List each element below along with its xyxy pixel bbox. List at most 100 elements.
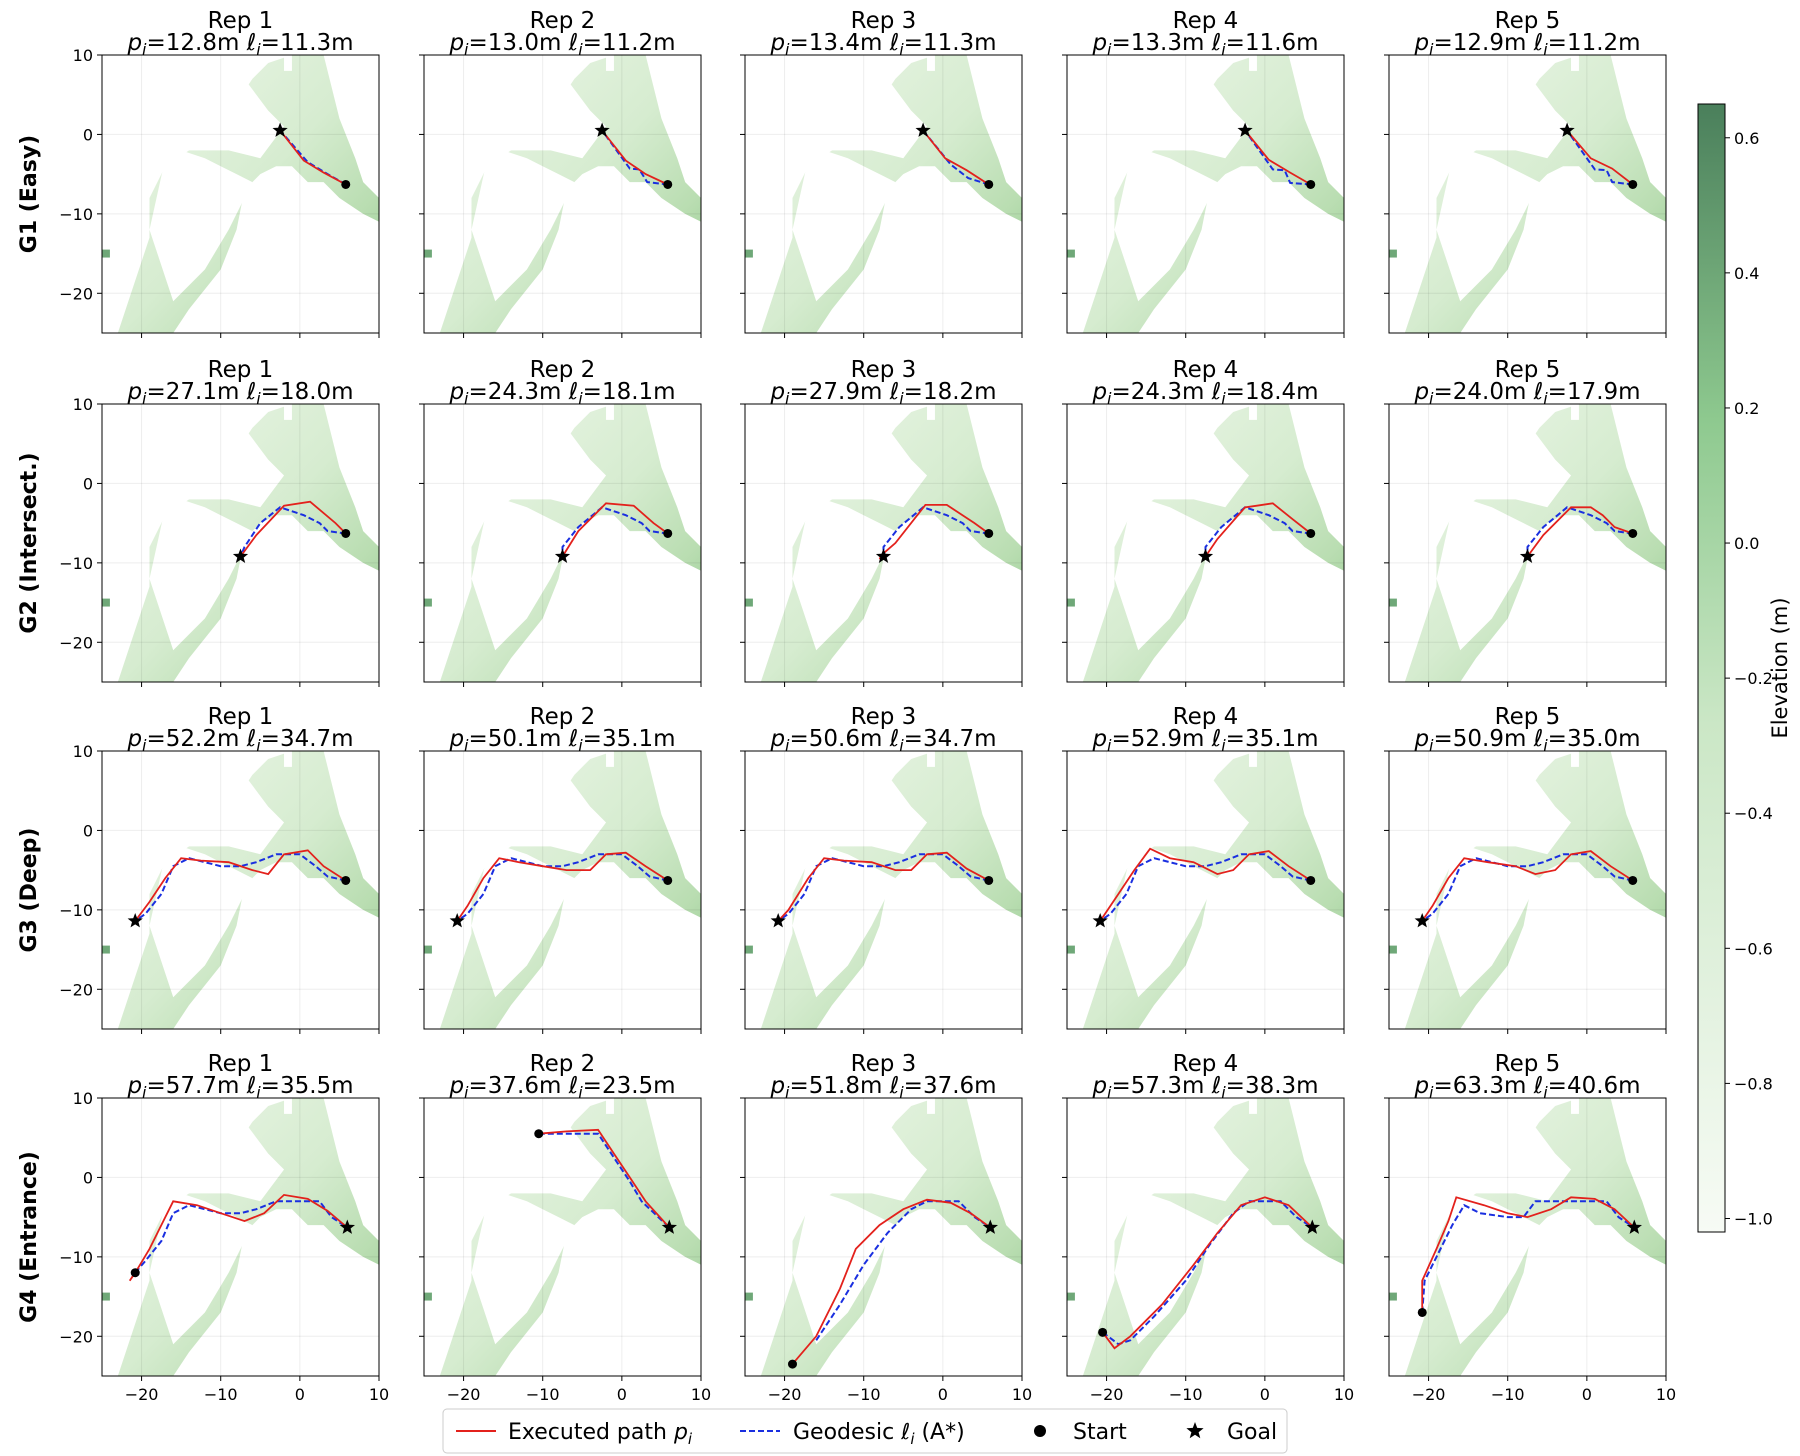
title-l-symbol: ℓ bbox=[889, 30, 900, 56]
panel-title-lengths: pi=57.3m ℓi=38.3m bbox=[1091, 1073, 1318, 1102]
x-tick-label: −20 bbox=[1090, 1385, 1124, 1404]
elevation-map bbox=[1067, 404, 1344, 682]
panel-g1-rep2: Rep 2pi=13.0m ℓi=11.2m bbox=[419, 8, 702, 338]
terrain-shape bbox=[1389, 55, 1666, 333]
title-l-sub: i bbox=[256, 736, 261, 755]
panel-title-lengths: pi=52.2m ℓi=34.7m bbox=[126, 726, 353, 755]
x-tick-label: 0 bbox=[938, 1385, 948, 1404]
title-l-value: =35.1m bbox=[1226, 726, 1319, 752]
title-p-value: =13.0m bbox=[469, 30, 569, 56]
legend-geodesic-post: (A*) bbox=[914, 1420, 964, 1445]
title-l-symbol: ℓ bbox=[568, 30, 579, 56]
goal-marker bbox=[127, 913, 143, 928]
title-p-symbol: p bbox=[1413, 30, 1429, 56]
terrain-shape bbox=[102, 751, 379, 1029]
title-l-symbol: ℓ bbox=[568, 379, 579, 405]
panel-title-lengths: pi=27.9m ℓi=18.2m bbox=[769, 379, 996, 408]
start-marker bbox=[1306, 875, 1316, 885]
y-tick-label: 0 bbox=[83, 1168, 93, 1187]
x-tick-label: −10 bbox=[1491, 1385, 1525, 1404]
title-p-sub: i bbox=[1429, 389, 1434, 408]
title-p-sub: i bbox=[1429, 1083, 1434, 1102]
title-l-sub: i bbox=[256, 1083, 261, 1102]
x-tick-label: −10 bbox=[526, 1385, 560, 1404]
title-p-symbol: p bbox=[1091, 30, 1107, 56]
title-l-value: =35.5m bbox=[261, 1073, 354, 1099]
colorbar-tick-label: 0.4 bbox=[1734, 264, 1759, 283]
elevation-map bbox=[1067, 1098, 1344, 1376]
colorbar-tick-label: −1.0 bbox=[1734, 1209, 1773, 1228]
start-marker bbox=[663, 528, 673, 538]
colorbar-tick-label: 0.0 bbox=[1734, 534, 1759, 553]
title-p-value: =12.9m bbox=[1434, 30, 1534, 56]
elevation-map bbox=[424, 1098, 701, 1376]
x-tick-label: 10 bbox=[691, 1385, 711, 1404]
row-label-g2: G2 (Intersect.) bbox=[17, 452, 42, 633]
panel-title-rep: Rep 3 bbox=[851, 357, 917, 383]
x-tick-label: 0 bbox=[1582, 1385, 1592, 1404]
executed-path bbox=[456, 851, 669, 922]
start-marker bbox=[534, 1129, 544, 1139]
title-p-sub: i bbox=[142, 736, 147, 755]
goal-marker bbox=[1237, 122, 1253, 137]
executed-path bbox=[1526, 506, 1634, 558]
colorbar-label: Elevation (m) bbox=[1768, 597, 1792, 738]
goal-marker bbox=[1626, 1219, 1642, 1234]
legend-start-label: Start bbox=[1073, 1420, 1127, 1445]
axes-frame bbox=[101, 54, 380, 334]
title-l-sub: i bbox=[899, 736, 904, 755]
panel-title-rep: Rep 1 bbox=[208, 8, 274, 34]
title-p-sub: i bbox=[1429, 40, 1434, 59]
title-p-sub: i bbox=[1107, 40, 1112, 59]
goal-marker bbox=[1197, 548, 1214, 563]
x-tick-label: 0 bbox=[617, 1385, 627, 1404]
panel-title-lengths: pi=27.1m ℓi=18.0m bbox=[126, 379, 353, 408]
panel-title-rep: Rep 5 bbox=[1495, 8, 1561, 34]
executed-path bbox=[561, 502, 669, 557]
panel-title-rep: Rep 5 bbox=[1495, 704, 1561, 730]
goal-marker bbox=[272, 122, 288, 137]
geodesic-path bbox=[134, 1200, 348, 1274]
panel-g2-rep2: Rep 2pi=24.3m ℓi=18.1m bbox=[419, 357, 702, 687]
panel-title-lengths: pi=13.3m ℓi=11.6m bbox=[1091, 30, 1318, 59]
panel-title-rep: Rep 4 bbox=[1173, 357, 1239, 383]
terrain-shape bbox=[424, 1098, 701, 1376]
row-label-g4: G4 (Entrance) bbox=[17, 1151, 42, 1323]
terrain-shape bbox=[1389, 404, 1666, 682]
title-p-symbol: p bbox=[126, 1073, 142, 1099]
title-l-value: =38.3m bbox=[1226, 1073, 1319, 1099]
title-p-sub: i bbox=[464, 389, 469, 408]
title-l-value: =18.4m bbox=[1226, 379, 1319, 405]
y-tick-label: −10 bbox=[59, 1248, 93, 1267]
axes-frame bbox=[1066, 750, 1345, 1030]
panel-title-lengths: pi=24.0m ℓi=17.9m bbox=[1413, 379, 1640, 408]
executed-path bbox=[1421, 1196, 1635, 1313]
start-marker bbox=[984, 179, 994, 189]
title-l-sub: i bbox=[899, 40, 904, 59]
x-tick-label: 10 bbox=[369, 1385, 389, 1404]
panel-title-rep: Rep 2 bbox=[530, 704, 596, 730]
terrain-shape bbox=[1389, 751, 1666, 1029]
terrain-shape bbox=[745, 1098, 1022, 1376]
axes-frame bbox=[423, 403, 702, 683]
x-tick-label: −10 bbox=[204, 1385, 238, 1404]
y-tick-label: −20 bbox=[59, 1327, 93, 1346]
axes-frame bbox=[744, 750, 1023, 1030]
title-p-sub: i bbox=[142, 1083, 147, 1102]
legend-goal-marker bbox=[1186, 1422, 1204, 1439]
title-l-symbol: ℓ bbox=[889, 1073, 900, 1099]
goal-marker bbox=[661, 1219, 677, 1234]
row-label-g1: G1 (Easy) bbox=[17, 135, 42, 253]
title-l-sub: i bbox=[1221, 40, 1226, 59]
title-p-value: =57.7m bbox=[147, 1073, 247, 1099]
colorbar-tick-label: 0.2 bbox=[1734, 399, 1759, 418]
executed-path bbox=[791, 1198, 991, 1365]
title-l-sub: i bbox=[1221, 1083, 1226, 1102]
title-p-value: =57.3m bbox=[1112, 1073, 1212, 1099]
title-l-value: =37.6m bbox=[904, 1073, 997, 1099]
geodesic-path bbox=[1566, 129, 1633, 186]
legend-goal-label: Goal bbox=[1227, 1420, 1277, 1445]
goal-marker bbox=[982, 1219, 998, 1234]
